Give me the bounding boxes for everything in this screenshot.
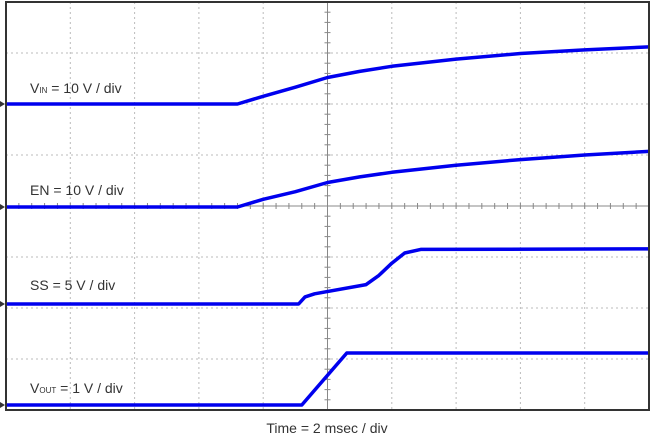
label-rest: = 10 V / div <box>47 80 121 96</box>
label-vout: VOUT = 1 V / div <box>30 380 123 396</box>
traces <box>0 45 650 408</box>
plot-frame <box>5 1 650 411</box>
ground-marker-icon <box>0 204 5 210</box>
trace-ss <box>6 247 650 306</box>
label-main: V <box>30 80 40 96</box>
label-rest: = 1 V / div <box>56 380 123 396</box>
trace-vout <box>6 351 649 407</box>
ground-marker-icon <box>0 402 5 408</box>
label-vin: VIN = 10 V / div <box>30 80 122 96</box>
ground-marker-icon <box>0 301 5 307</box>
label-main: EN = 10 V / div <box>30 182 124 198</box>
x-axis-label: Time = 2 msec / div <box>266 420 387 434</box>
ground-marker-icon <box>0 101 5 107</box>
label-main: SS = 5 V / div <box>30 277 115 293</box>
label-sub: IN <box>39 86 47 95</box>
trace-en <box>6 149 650 209</box>
trace-vin <box>6 45 650 106</box>
label-sub: OUT <box>39 386 56 395</box>
label-en: EN = 10 V / div <box>30 182 124 198</box>
label-ss: SS = 5 V / div <box>30 277 115 293</box>
label-main: V <box>30 380 40 396</box>
